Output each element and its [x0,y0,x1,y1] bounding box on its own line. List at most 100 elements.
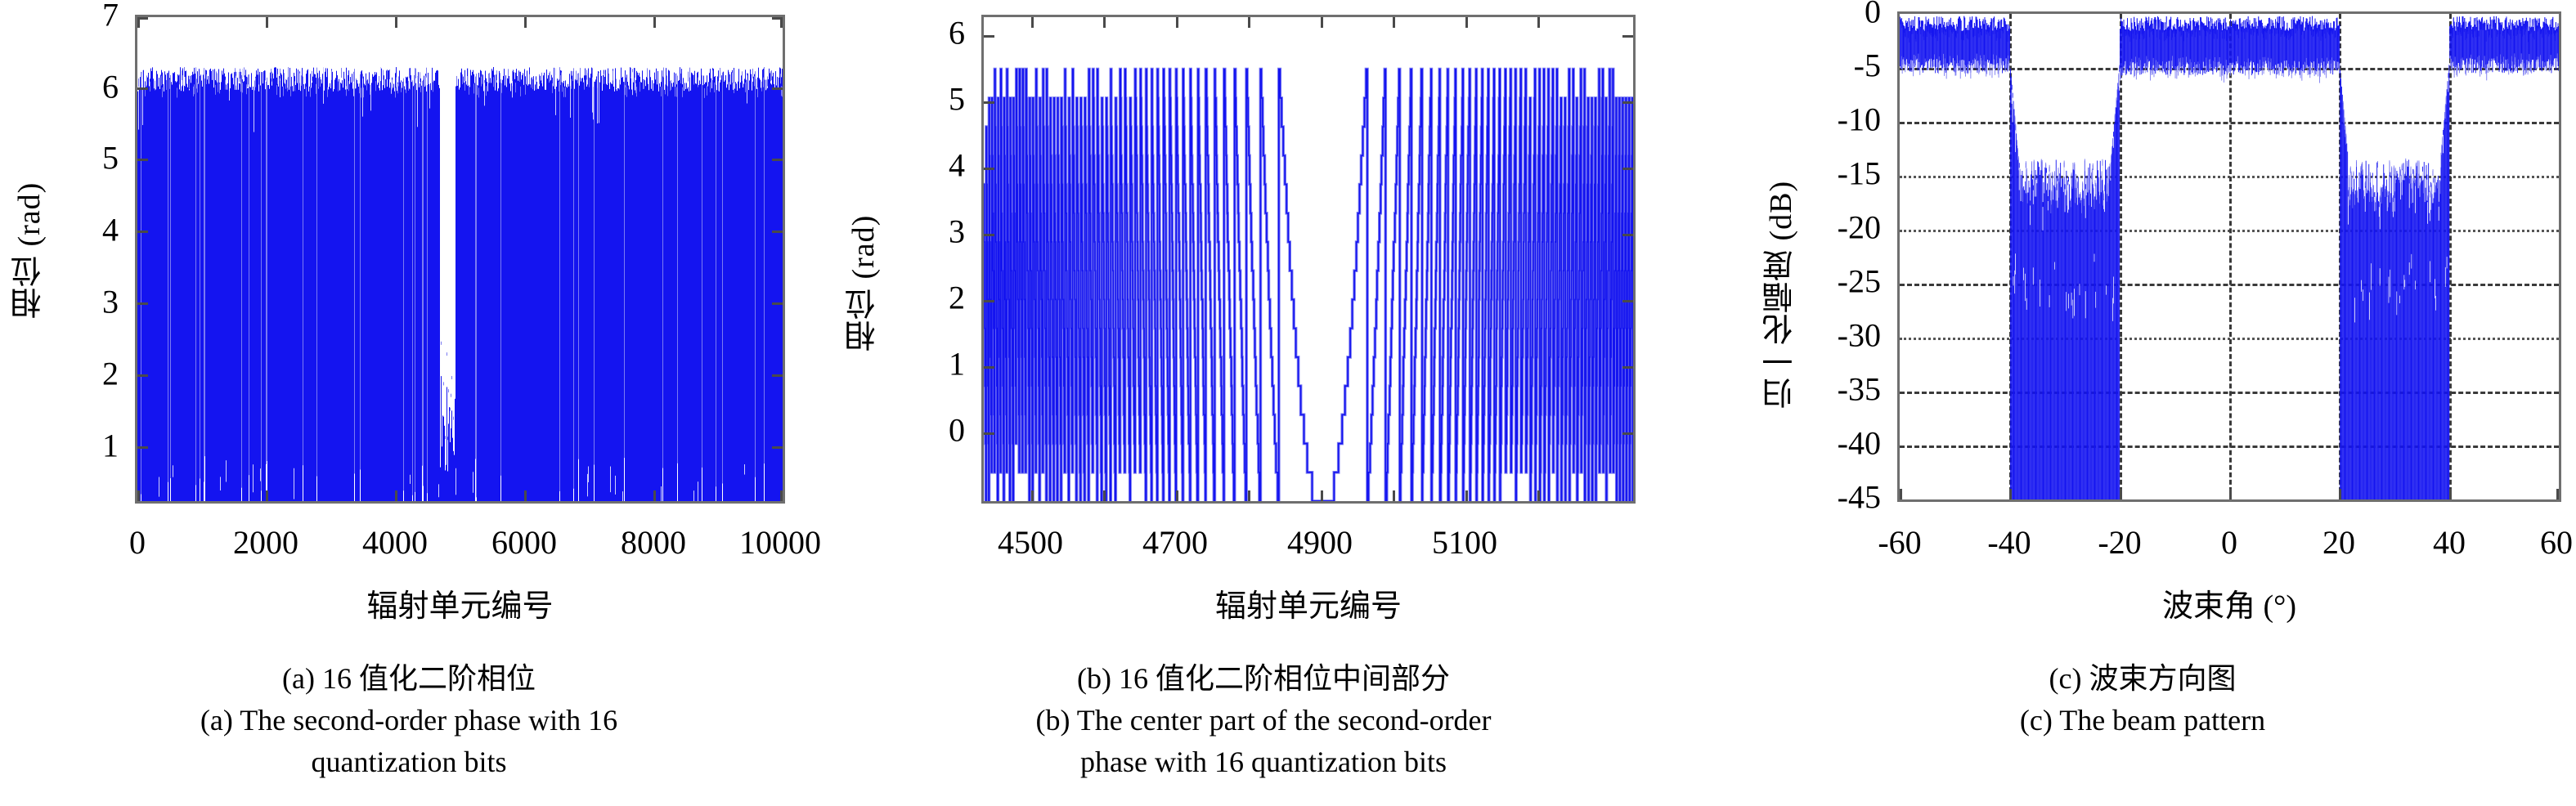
caption-c-en-1: (c) The beam pattern [2019,704,2266,737]
tick-a-y5 [137,374,148,377]
y-tick-c-30: -30 [1837,316,1881,354]
tick-a-x0 [137,490,140,501]
y-tick-c-45: -45 [1837,478,1881,516]
tick-a-x3 [524,490,527,501]
tick-a-x1 [266,490,268,501]
tick-a-y4 [137,302,148,305]
x-tick-c-40: 40 [2433,524,2466,561]
x-tick-a-4000: 4000 [362,524,428,561]
x-tick-c--40: -40 [1987,524,2031,561]
caption-b: (b) 16 值化二阶相位中间部分 (b) The center part of… [834,658,1693,783]
tick-b-x3t [1248,17,1250,28]
x-tick-a-10000: 10000 [739,524,821,561]
caption-b-cn: (b) 16 值化二阶相位中间部分 [1077,662,1450,695]
vgridline-c--20 [2120,14,2122,499]
tick-b-y3r [1622,234,1633,236]
y-tick-a-4: 4 [102,211,119,249]
x-tick-c-20: 20 [2322,524,2355,561]
tick-b-x2 [1176,490,1178,501]
axis-label-x-b: 辐射单元编号 [1214,589,1402,624]
plot-area-c [1897,11,2561,502]
tick-b-y6r [1622,35,1633,38]
caption-b-en-2: phase with 16 quantization bits [1080,746,1447,779]
x-tick-b-5100: 5100 [1432,524,1497,561]
x-tick-c--60: -60 [1878,524,1922,561]
tick-b-x1t [1103,17,1106,28]
tick-c-x-40 [2449,489,2452,499]
tick-b-y3 [984,234,994,236]
y-tick-c-15: -15 [1837,154,1881,192]
tick-c-x--40 [2009,489,2012,499]
y-tick-a-6: 6 [102,68,119,105]
tick-c-x-0 [2229,489,2232,499]
tick-b-y0r [1622,432,1633,435]
tick-b-x0 [1031,490,1034,501]
beam-pattern-c [1900,16,2559,499]
y-tick-b-6: 6 [949,14,965,51]
tick-b-x5t [1393,17,1395,28]
caption-a-en-1: (a) The second-order phase with 16 [200,704,618,737]
sawtooth-staircase-b [984,67,1633,501]
tick-c-x--60 [1900,489,1902,499]
tick-b-y2r [1622,300,1633,302]
tick-b-y4r [1622,168,1633,170]
y-tick-b-1: 1 [949,345,965,383]
tick-a-y6 [137,446,148,449]
y-tick-c-20: -20 [1837,208,1881,246]
tick-a-x1t [266,17,268,28]
tick-a-x3t [524,17,527,28]
axis-label-y-b: 相位 (rad) [846,214,881,352]
tick-b-x4t [1321,17,1323,28]
y-tick-c-5: -5 [1853,47,1881,84]
caption-a-cn: (a) 16 值化二阶相位 [282,662,536,695]
tick-a-y4r [772,302,783,305]
axis-label-x-a: 辐射单元编号 [366,589,554,624]
tick-b-x0t [1031,17,1034,28]
caption-b-en-1: (b) The center part of the second-order [1035,704,1492,737]
tick-b-y4 [984,168,994,170]
tick-a-y1 [137,87,148,90]
subplot-b: 相位 (rad) 6 5 4 3 2 1 0 [834,0,1693,806]
tick-a-x0t [137,17,140,28]
caption-c-cn: (c) 波束方向图 [2049,662,2237,695]
plot-area-b [981,15,1636,504]
tick-a-y2r [772,159,783,161]
tick-a-y3r [772,231,783,233]
tick-b-y5 [984,101,994,104]
y-tick-a-1: 1 [102,427,119,464]
y-tick-b-2: 2 [949,279,965,316]
x-tick-b-4500: 4500 [998,524,1063,561]
tick-b-x1 [1103,490,1106,501]
phase-dense-band-a [137,67,783,501]
x-tick-a-2000: 2000 [233,524,298,561]
tick-a-x2t [395,17,397,28]
x-tick-c--20: -20 [2098,524,2142,561]
y-tick-c-40: -40 [1837,424,1881,462]
tick-b-x5 [1393,490,1395,501]
tick-a-y0 [137,17,148,20]
tick-b-x6 [1465,490,1468,501]
tick-b-x6t [1465,17,1468,28]
y-tick-b-5: 5 [949,80,965,118]
y-tick-b-4: 4 [949,146,965,184]
tick-a-y3 [137,231,148,233]
tick-a-x5 [780,490,783,501]
tick-a-x5t [780,17,783,28]
y-tick-a-7: 7 [102,0,119,34]
tick-b-x7t [1537,17,1540,28]
y-tick-c-0: 0 [1865,0,1881,30]
x-tick-a-0: 0 [129,524,146,561]
subplot-c: 归一化幅度 (dB) 0 -5 -10 -15 -20 -25 -30 -35 … [1709,0,2576,806]
tick-b-x7 [1537,490,1540,501]
caption-a: (a) 16 值化二阶相位 (a) The second-order phase… [0,658,818,783]
vgridline-c-40 [2449,14,2452,499]
y-tick-a-5: 5 [102,139,119,177]
y-tick-c-35: -35 [1837,370,1881,408]
tick-a-y0r [772,17,783,20]
subplot-a: 相位 (rad) 7 6 5 4 3 2 1 [0,0,821,806]
tick-a-y2 [137,159,148,161]
y-tick-b-0: 0 [949,411,965,449]
y-tick-a-3: 3 [102,283,119,320]
tick-b-x2t [1176,17,1178,28]
